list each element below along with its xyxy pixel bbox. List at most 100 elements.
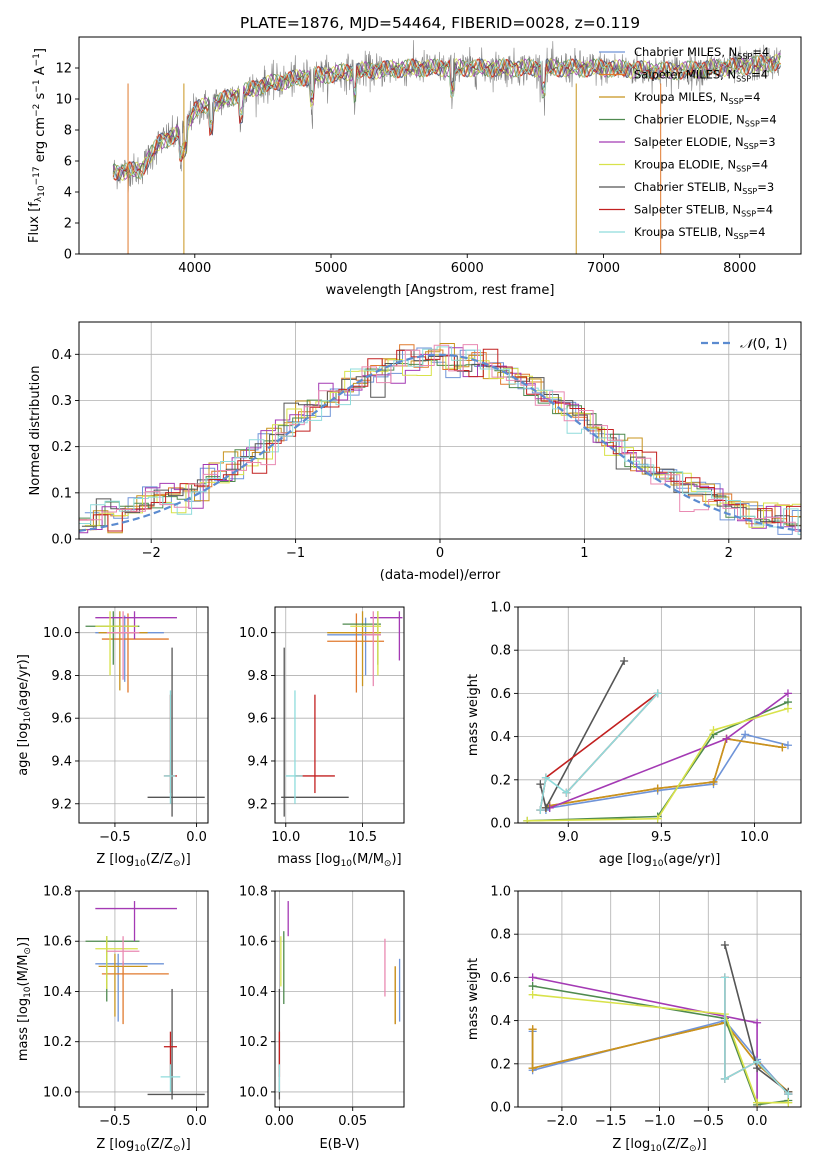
- x-tick-label: 0.00: [265, 1114, 294, 1129]
- y-tick-label: 10.2: [239, 1035, 268, 1050]
- series-marker-se: [783, 689, 792, 698]
- mass-weight-vs-metallicity-panel: −2.0 −1.5 −1.0 −0.5 0.0 0.0 0.2 0.4 0.6 0.8 1.0 Z […: [466, 885, 802, 1154]
- legend-eq: =4: [751, 68, 768, 82]
- x-tick-label: 9.5: [651, 830, 672, 845]
- legend-sub: SSP: [742, 187, 757, 196]
- x-tick-label: 7000: [587, 261, 620, 276]
- legend-sub: SSP: [734, 232, 749, 241]
- series-marker-cm: [741, 730, 750, 739]
- label-part: (M/M: [352, 852, 384, 867]
- legend-entry: Kroupa MILES, NSSP=4: [634, 90, 760, 106]
- y-tick-label: 10.0: [43, 626, 72, 641]
- series-marker-se: [528, 973, 537, 982]
- label-part: 10: [134, 1144, 146, 1154]
- series-marker-se: [722, 734, 731, 743]
- series-marker-cs: [541, 803, 550, 812]
- label-part: (Z/Z: [146, 852, 173, 867]
- label-part: ⊙: [173, 859, 181, 869]
- x-tick-label: −1: [286, 546, 305, 561]
- y-tick-label: 0.0: [51, 533, 72, 548]
- x-axis-label: Z [log10(Z/Z⊙)]: [612, 1137, 706, 1154]
- y-tick-label: 9.2: [247, 797, 268, 812]
- axes-frame: [274, 606, 405, 824]
- y-tick-label: 0.3: [51, 394, 72, 409]
- series-marker-ks: [784, 1090, 793, 1099]
- x-tick-label: 0: [436, 546, 444, 561]
- y-tick-label: 10: [55, 93, 72, 108]
- x-tick-label: 0.0: [186, 830, 207, 845]
- y-tick-label: 0.2: [51, 440, 72, 455]
- y-axis-label: mass weight: [466, 674, 481, 756]
- legend-sub: SSP: [745, 120, 760, 129]
- x-tick-label: −2.0: [546, 1114, 578, 1129]
- label-part: )]: [181, 852, 191, 867]
- legend-eq: =4: [751, 158, 768, 172]
- line-data: [528, 941, 793, 1107]
- age-vs-metallicity-panel: −0.5 0.09.29.49.69.810.0Z [log10(Z/Z⊙)]ag…: [16, 606, 209, 869]
- legend-sub: SSP: [744, 142, 759, 151]
- series-marker-ks: [536, 806, 545, 815]
- y-tick-label: 12: [55, 62, 72, 77]
- y-axis-label: mass [log10(M/M⊙)]: [16, 937, 33, 1061]
- series-line-km: [545, 737, 783, 809]
- legend-sub: SSP: [736, 165, 751, 174]
- legend-entry: Salpeter MILES, NSSP=4: [634, 68, 768, 84]
- x-axis-label: E(B-V): [319, 1137, 359, 1152]
- x-tick-label: 4000: [178, 261, 211, 276]
- label-part: mass [log: [16, 998, 31, 1061]
- series-marker-ks: [562, 788, 571, 797]
- x-tick-label: −1.0: [644, 1114, 676, 1129]
- series-marker-ce: [528, 982, 537, 991]
- histogram-cm: [84, 347, 801, 535]
- x-tick-label: 9.0: [558, 830, 579, 845]
- legend-text: Chabrier ELODIE, N: [634, 113, 745, 127]
- y-tick-label: 10.2: [43, 1035, 72, 1050]
- series-line-ks: [724, 977, 789, 1095]
- x-tick-label: −0.5: [99, 830, 131, 845]
- y-tick-label: 9.2: [51, 797, 72, 812]
- y-tick-label: 10.6: [239, 935, 268, 950]
- histogram-sm: [81, 344, 801, 531]
- legend-eq: =3: [759, 135, 776, 149]
- legend-entry: Chabrier STELIB, NSSP=3: [634, 180, 774, 196]
- legend-text: Salpeter ELODIE, N: [634, 135, 744, 149]
- x-axis-label: age [log10(age/yr)]: [599, 852, 721, 869]
- histogram-data: [79, 343, 801, 535]
- label-part: A: [33, 66, 48, 79]
- y-tick-label: 10.0: [239, 1085, 268, 1100]
- y-tick-label: 10.8: [43, 885, 72, 900]
- y-tick-label: 0.8: [490, 644, 511, 659]
- series-marker-ks: [720, 1074, 729, 1083]
- x-tick-label: 0.0: [186, 1114, 207, 1129]
- x-tick-label: 10.0: [271, 830, 300, 845]
- series-marker-ke: [753, 1098, 762, 1107]
- spectrum-panel: 4000 5000 6000 7000 8000 0 2 4 6 8 10 12 wavelength …: [27, 36, 802, 298]
- y-tick-label: 0.0: [490, 817, 511, 832]
- label-part: 10: [652, 859, 664, 869]
- legend-eq: =4: [760, 113, 777, 127]
- series-marker-cm: [783, 741, 792, 750]
- series-line-ss: [539, 692, 659, 811]
- y-tick-label: 10.6: [43, 935, 72, 950]
- legend-sub: SSP: [736, 75, 751, 84]
- legend-eq: =4: [749, 225, 766, 239]
- series-marker-km: [528, 1025, 537, 1034]
- errorbar-data: [278, 901, 401, 1100]
- legend-eq: =3: [757, 180, 774, 194]
- series-marker-km: [653, 784, 662, 793]
- errorbar-data: [85, 901, 205, 1100]
- y-tick-label: 0.1: [51, 486, 72, 501]
- y-tick-label: 0.8: [490, 928, 511, 943]
- series-marker-ke: [783, 704, 792, 713]
- x-tick-label: 0.0: [747, 1114, 768, 1129]
- legend-eq: =4: [756, 203, 773, 217]
- label-part: )]: [391, 852, 401, 867]
- errorbar-data: [281, 611, 403, 817]
- y-tick-label: 10.0: [43, 1085, 72, 1100]
- y-tick-label: 9.8: [247, 669, 268, 684]
- legend: 𝒩(0, 1): [701, 337, 787, 352]
- y-tick-label: 0.0: [490, 1101, 511, 1116]
- label-part: (Z/Z: [662, 1137, 689, 1152]
- histogram-km: [79, 343, 801, 535]
